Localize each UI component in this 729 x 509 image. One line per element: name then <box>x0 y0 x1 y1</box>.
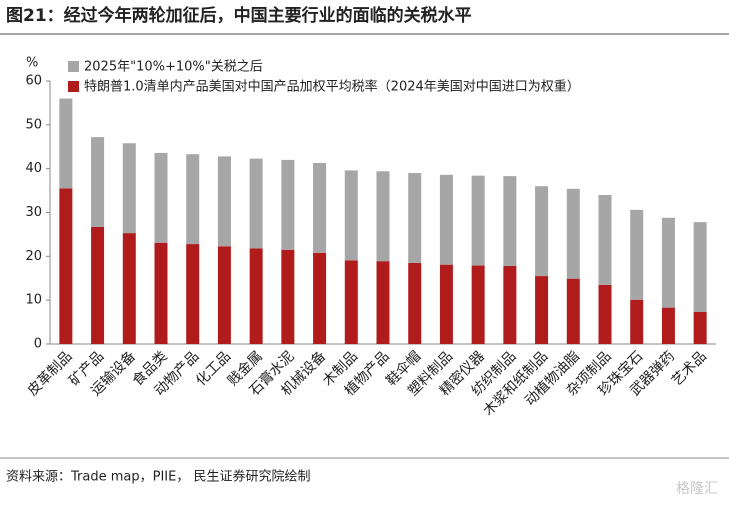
y-tick-label: 10 <box>25 293 42 308</box>
bar-segment <box>693 312 707 344</box>
bar-segment <box>154 152 168 243</box>
bar-segment <box>439 174 453 265</box>
bar-segment <box>693 222 707 313</box>
legend-swatch <box>68 61 79 72</box>
bar-segment <box>313 252 327 344</box>
x-tick-label: 皮革制品 <box>25 348 76 399</box>
bar-segment <box>439 264 453 344</box>
bar-segment <box>186 244 200 344</box>
bar-segment <box>186 154 200 245</box>
bar-segment <box>598 284 612 344</box>
bar-segment <box>535 276 549 344</box>
y-tick-label: 0 <box>34 337 42 352</box>
bar-segment <box>566 188 580 279</box>
bar-segment <box>630 299 644 344</box>
y-unit: % <box>26 56 38 71</box>
bar-segment <box>344 170 358 261</box>
bar-segment <box>91 226 105 344</box>
legend-label: 2025年"10%+10%"关税之后 <box>84 60 263 75</box>
bar-segment <box>661 307 675 344</box>
bar-segment <box>122 143 136 234</box>
bar-segment <box>630 209 644 300</box>
y-tick-label: 50 <box>25 117 42 132</box>
bar-segment <box>91 137 105 227</box>
y-tick-label: 30 <box>25 205 42 220</box>
bar-segment <box>535 186 549 277</box>
legend-swatch <box>68 81 79 92</box>
bar-segment <box>249 158 263 249</box>
watermark: 格隆汇 <box>676 481 718 497</box>
bar-segment <box>408 173 422 263</box>
bar-segment <box>503 176 517 266</box>
bar-segment <box>281 159 295 250</box>
y-tick-label: 20 <box>25 249 42 264</box>
bar-segment <box>376 171 390 262</box>
bar-segment <box>376 261 390 344</box>
bar-segment <box>344 260 358 344</box>
x-tick-label: 艺术品 <box>669 348 710 389</box>
y-tick-label: 60 <box>25 74 42 89</box>
x-tick-label: 化工品 <box>193 348 234 389</box>
bar-segment <box>471 265 485 344</box>
bar-segment <box>281 249 295 344</box>
bar-segment <box>217 246 231 344</box>
bar-segment <box>598 194 612 285</box>
bar-segment <box>154 242 168 344</box>
legend-label: 特朗普1.0清单内产品美国对中国产品加权平均税率（2024年美国对中国进口为权重… <box>84 79 580 95</box>
bar-segment <box>661 217 675 308</box>
bar-segment <box>59 98 73 189</box>
y-tick-label: 40 <box>25 161 42 176</box>
source: 资料来源：Trade map，PIIE， 民生证券研究院绘制 <box>6 469 310 485</box>
bar-segment <box>566 278 580 344</box>
bar-segment <box>249 248 263 344</box>
bar-segment <box>471 175 485 266</box>
bar-segment <box>313 162 327 253</box>
bar-segment <box>59 188 73 344</box>
bar-segment <box>503 265 517 344</box>
bar-segment <box>408 262 422 344</box>
bar-segment <box>217 156 231 247</box>
bar-segment <box>122 233 136 344</box>
chart-title: 图21：经过今年两轮加征后，中国主要行业的面临的关税水平 <box>6 5 472 26</box>
